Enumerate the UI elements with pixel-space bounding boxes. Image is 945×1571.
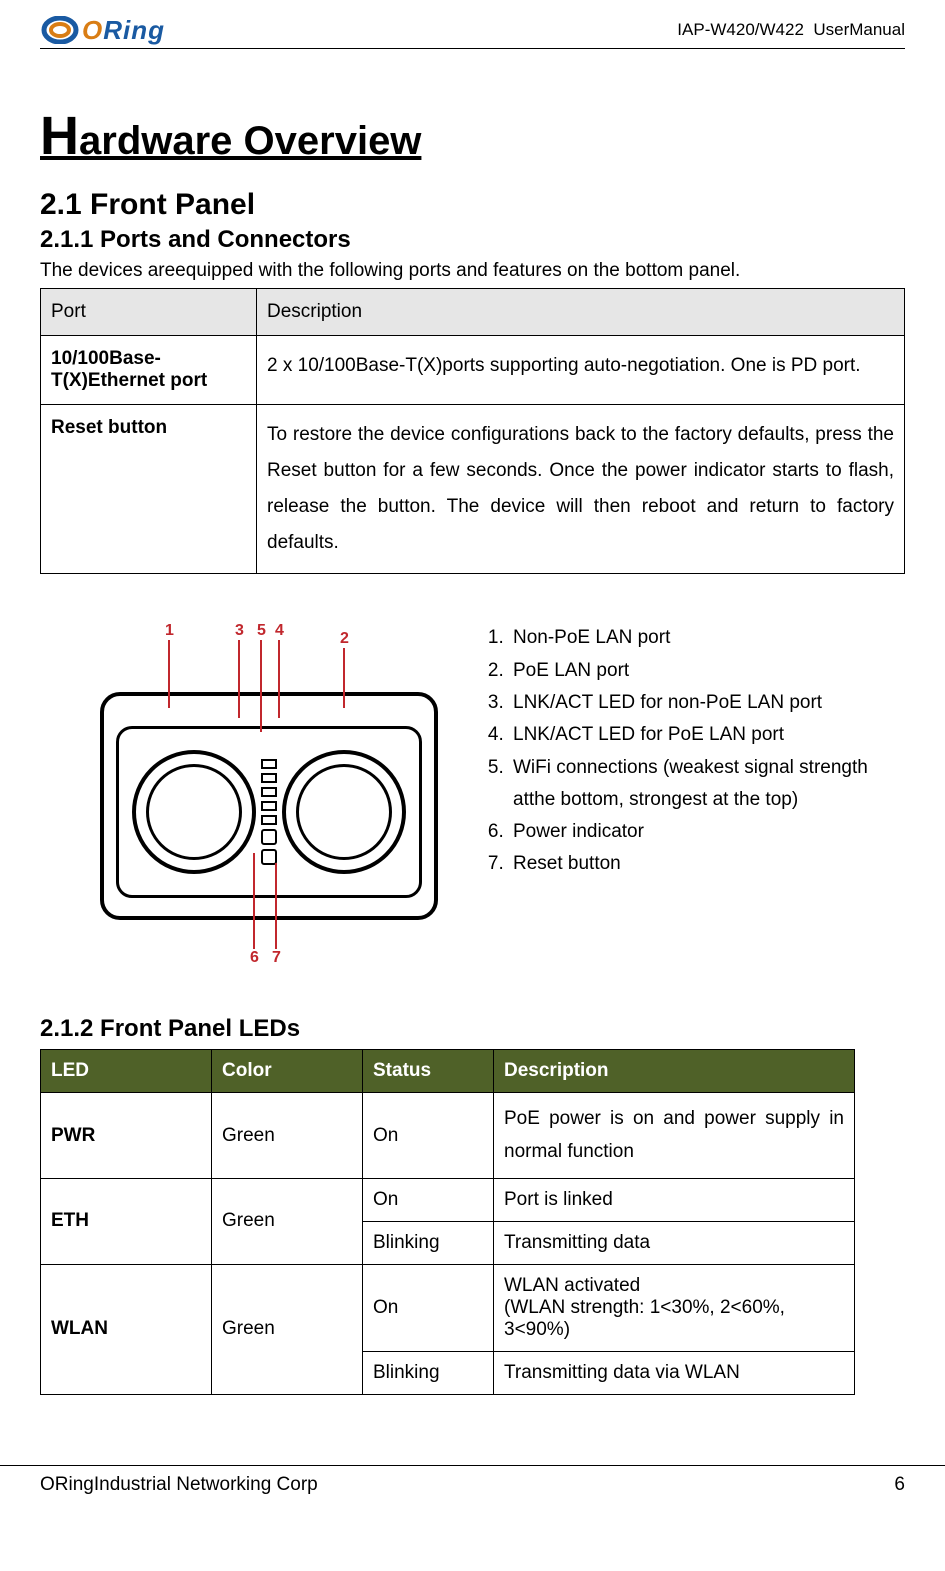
led-name: ETH [41,1178,212,1264]
port-desc: 2 x 10/100Base-T(X)ports supporting auto… [257,336,905,405]
led-status: On [363,1178,494,1221]
led-head-color: Color [212,1050,363,1093]
ports-head-desc: Description [257,289,905,336]
h2-front-panel: 2.1 Front Panel [40,188,905,222]
hole-1-icon [132,750,256,874]
led-status: Blinking [363,1221,494,1264]
legend-item: Non-PoE LAN port [509,622,905,654]
led-color: Green [212,1178,363,1264]
led-desc: Port is linked [494,1178,855,1221]
logo: ORing [40,16,165,44]
ports-head-port: Port [41,289,257,336]
ports-table: Port Description 10/100Base-T(X)Ethernet… [40,288,905,574]
led-status: Blinking [363,1351,494,1394]
logo-icon [40,16,80,44]
led-name: PWR [41,1093,212,1179]
table-row: WLAN Green On WLAN activated (WLAN stren… [41,1264,855,1351]
callout-5: 5 [257,622,266,732]
led-color: Green [212,1093,363,1179]
led-color: Green [212,1264,363,1394]
callout-7: 7 [272,863,281,967]
footer-company: ORingIndustrial Networking Corp [40,1474,318,1496]
table-row: PWR Green On PoE power is on and power s… [41,1093,855,1179]
table-header-row: Port Description [41,289,905,336]
mid-stack [261,759,277,865]
led-name: WLAN [41,1264,212,1394]
hole-2-icon [282,750,406,874]
port-desc: To restore the device configurations bac… [257,405,905,574]
led-desc: Transmitting data via WLAN [494,1351,855,1394]
port-name: 10/100Base-T(X)Ethernet port [41,336,257,405]
callout-6: 6 [250,853,259,967]
figure-legend: Non-PoE LAN port PoE LAN port LNK/ACT LE… [483,622,905,880]
legend-item: PoE LAN port [509,655,905,687]
intro-paragraph: The devices areequipped with the followi… [40,260,905,282]
page-number: 6 [894,1474,905,1496]
legend-item: LNK/ACT LED for PoE LAN port [509,719,905,751]
logo-letter-o: O [82,15,103,45]
header-doc-id: IAP-W420/W422 UserManual [677,20,905,40]
callout-1: 1 [165,622,174,708]
led-head-status: Status [363,1050,494,1093]
led-desc: WLAN activated (WLAN strength: 1<30%, 2<… [494,1264,855,1351]
logo-letters-ring: Ring [103,15,165,45]
table-row: 10/100Base-T(X)Ethernet port 2 x 10/100B… [41,336,905,405]
table-row: ETH Green On Port is linked [41,1178,855,1221]
port-name: Reset button [41,405,257,574]
led-status: On [363,1093,494,1179]
device-figure: 1 3 5 4 2 6 7 [60,622,455,967]
led-head-desc: Description [494,1050,855,1093]
led-status: On [363,1264,494,1351]
led-desc: Transmitting data [494,1221,855,1264]
led-desc: PoE power is on and power supply in norm… [494,1093,855,1179]
callout-3: 3 [235,622,244,718]
legend-item: Reset button [509,848,905,880]
h1-hardware-overview: Hardware Overview [40,109,905,164]
legend-item: Power indicator [509,816,905,848]
legend-item: WiFi connections (weakest signal strengt… [509,752,905,817]
led-head-led: LED [41,1050,212,1093]
h3-ports-connectors: 2.1.1 Ports and Connectors [40,226,905,254]
table-row: Reset button To restore the device confi… [41,405,905,574]
callout-2: 2 [340,630,349,708]
legend-item: LNK/ACT LED for non-PoE LAN port [509,687,905,719]
h3-front-panel-leds: 2.1.2 Front Panel LEDs [40,1015,905,1043]
callout-4: 4 [275,622,284,718]
table-header-row: LED Color Status Description [41,1050,855,1093]
leds-table: LED Color Status Description PWR Green O… [40,1049,855,1395]
header-rule [40,48,905,49]
